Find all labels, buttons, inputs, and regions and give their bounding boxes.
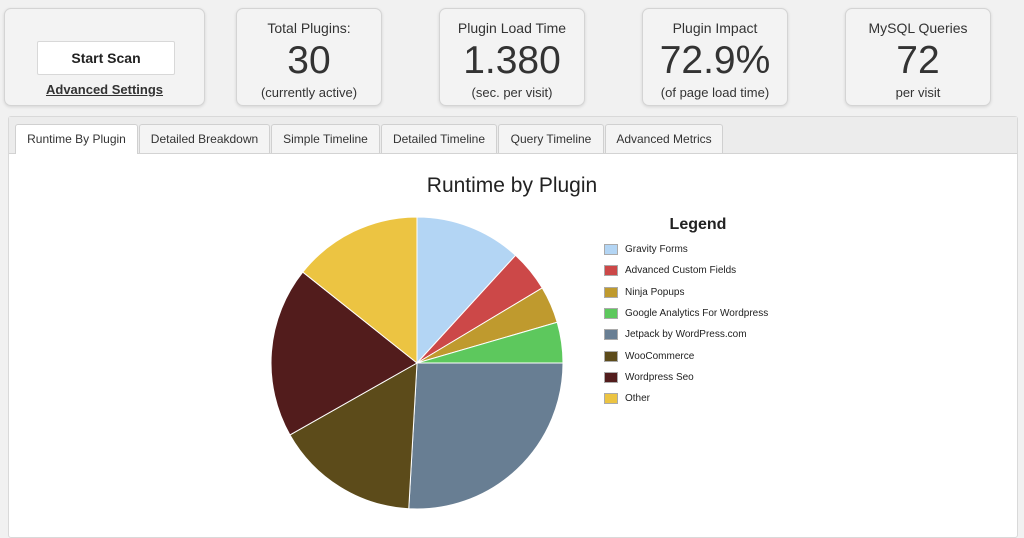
stat-card-mysql-queries: MySQL Queries 72 per visit xyxy=(845,8,991,106)
legend-label: Google Analytics For Wordpress xyxy=(625,307,769,319)
stat-card-plugin-impact: Plugin Impact 72.9% (of page load time) xyxy=(642,8,788,106)
legend-label: Jetpack by WordPress.com xyxy=(625,329,747,341)
stat-value: 72 xyxy=(896,39,940,82)
tab-detailed-timeline[interactable]: Detailed Timeline xyxy=(381,124,497,153)
stat-label: Total Plugins: xyxy=(267,20,351,36)
stat-label: Plugin Load Time xyxy=(457,20,567,36)
scan-card: Start Scan Advanced Settings xyxy=(4,8,205,106)
legend-title: Legend xyxy=(669,216,727,233)
pie-slice xyxy=(289,362,418,510)
legend-swatch xyxy=(604,393,618,405)
legend-label: Advanced Custom Fields xyxy=(625,265,737,277)
tab-simple-timeline[interactable]: Simple Timeline xyxy=(271,124,380,153)
tab-runtime-by-plugin[interactable]: Runtime By Plugin xyxy=(15,124,138,154)
stat-value: 72.9% xyxy=(659,39,771,82)
legend-label: WooCommerce xyxy=(625,350,695,362)
pie-slice xyxy=(416,216,517,365)
stat-card-total-plugins: Total Plugins: 30 (currently active) xyxy=(236,8,382,106)
stat-value: 1.380 xyxy=(463,39,561,82)
pie-slice xyxy=(302,216,418,365)
tab-bar: Runtime By Plugin Detailed Breakdown Sim… xyxy=(9,117,1017,154)
stat-label: MySQL Queries xyxy=(868,20,968,36)
pie-slice xyxy=(270,271,418,436)
legend-swatch xyxy=(604,307,618,319)
legend-label: Gravity Forms xyxy=(625,244,688,255)
legend-swatch xyxy=(604,244,618,255)
start-scan-button[interactable]: Start Scan xyxy=(37,41,175,75)
legend-swatch xyxy=(604,350,618,362)
legend-swatch xyxy=(604,329,618,341)
stat-subtitle: (sec. per visit) xyxy=(471,85,553,100)
legend-label: Wordpress Seo xyxy=(625,371,694,383)
legend-swatch xyxy=(604,286,618,298)
legend-swatch xyxy=(604,371,618,383)
chart-title: Runtime by Plugin xyxy=(426,174,598,197)
legend-label: Other xyxy=(625,393,651,405)
stat-card-plugin-load-time: Plugin Load Time 1.380 (sec. per visit) xyxy=(439,8,585,106)
stat-subtitle: per visit xyxy=(895,85,941,100)
legend-swatch xyxy=(604,265,618,277)
stat-subtitle: (currently active) xyxy=(260,85,358,100)
pie-slice xyxy=(408,362,564,510)
stat-label: Plugin Impact xyxy=(672,20,758,36)
advanced-settings-link[interactable]: Advanced Settings xyxy=(45,82,164,97)
pie-chart xyxy=(270,216,564,510)
tab-query-timeline[interactable]: Query Timeline xyxy=(498,124,604,153)
legend-label: Ninja Popups xyxy=(625,286,685,298)
tab-detailed-breakdown[interactable]: Detailed Breakdown xyxy=(139,124,270,153)
tab-advanced-metrics[interactable]: Advanced Metrics xyxy=(605,124,723,153)
stat-subtitle: (of page load time) xyxy=(660,85,770,100)
stat-value: 30 xyxy=(287,39,331,82)
